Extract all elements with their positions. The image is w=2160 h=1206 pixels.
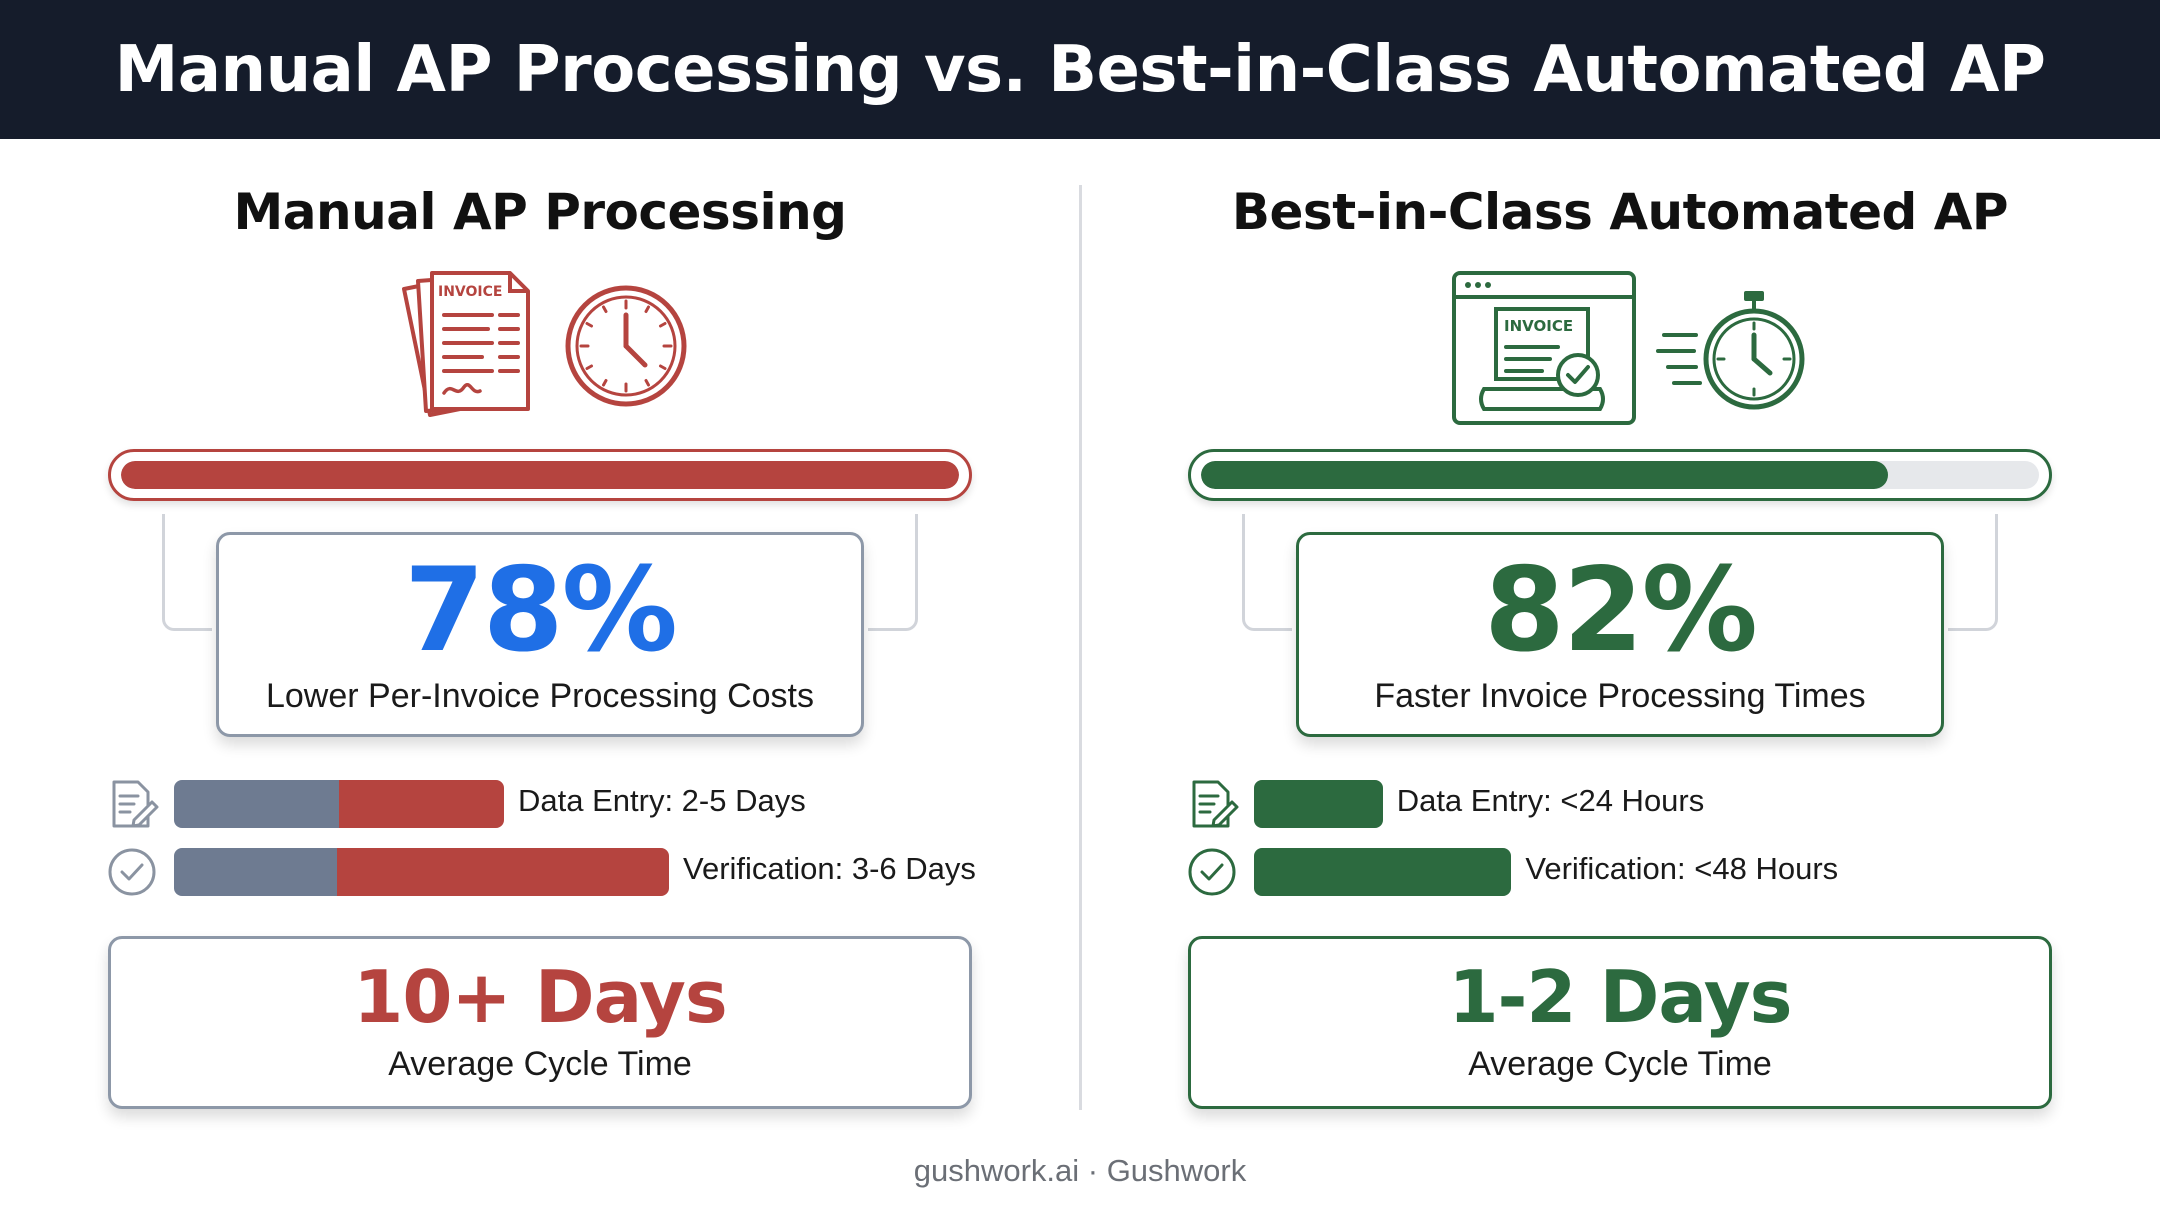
manual-stat-value: 78% [404, 543, 678, 678]
document-edit-icon [112, 780, 159, 828]
manual-progress-fill [121, 461, 959, 489]
automated-cycle-label: Average Cycle Time [1468, 1045, 1772, 1083]
manual-progress-track [121, 461, 959, 489]
automated-panel: Best-in-Class Automated AP INVOICE [1080, 139, 2160, 1139]
accent-segment [1254, 780, 1383, 828]
automated-verification-label: Verification: <48 Hours [1525, 851, 1839, 886]
svg-text:INVOICE: INVOICE [1504, 317, 1573, 335]
automated-data-entry-bar [1254, 780, 1383, 828]
accent-segment [339, 780, 504, 828]
accent-segment [337, 848, 669, 896]
footer-credit: gushwork.ai · Gushwork [913, 1153, 1247, 1188]
automated-stat-value: 82% [1484, 543, 1758, 678]
automated-heading: Best-in-Class Automated AP [1231, 183, 2009, 241]
invoice-stack-icon: INVOICE [402, 271, 530, 417]
automated-progress-track [1201, 461, 2039, 489]
automated-stat-card: 82% Faster Invoice Processing Times [1296, 532, 1944, 737]
automated-bracket-right [1948, 514, 1998, 631]
manual-data-entry-bar [174, 780, 504, 828]
manual-cycle-value: 10+ Days [353, 955, 728, 1039]
neutral-segment [174, 780, 339, 828]
check-circle-icon [108, 848, 156, 896]
automated-verification-bar [1254, 848, 1512, 896]
manual-bracket-left [162, 514, 212, 631]
neutral-segment [174, 848, 338, 896]
automated-progress-fill [1201, 461, 1889, 489]
browser-invoice-check-icon: INVOICE [1452, 271, 1636, 425]
manual-verification-label: Verification: 3-6 Days [683, 851, 976, 886]
manual-verification-bar [174, 848, 669, 896]
automated-step-verification: Verification: <48 Hours [1184, 844, 2134, 900]
svg-text:INVOICE: INVOICE [438, 284, 502, 300]
automated-hero-icons: INVOICE [1080, 259, 2160, 579]
accent-segment [1254, 848, 1512, 896]
manual-panel: Manual AP Processing INVOICE [0, 139, 1080, 1139]
automated-cycle-card: 1-2 Days Average Cycle Time [1188, 936, 2052, 1109]
manual-bracket-right [868, 514, 918, 631]
automated-progress-bar [1188, 449, 2052, 501]
fast-stopwatch-icon [1656, 291, 1805, 410]
document-edit-icon [1192, 780, 1239, 828]
clock-icon [565, 285, 687, 407]
manual-progress-bar [108, 449, 972, 501]
manual-cycle-card: 10+ Days Average Cycle Time [108, 936, 972, 1109]
manual-stat-label: Lower Per-Invoice Processing Costs [265, 677, 814, 715]
manual-hero-icons: INVOICE [0, 259, 1080, 579]
manual-step-data-entry: Data Entry: 2-5 Days [104, 776, 1054, 832]
automated-step-data-entry: Data Entry: <24 Hours [1184, 776, 2134, 832]
automated-stat-label: Faster Invoice Processing Times [1374, 677, 1866, 715]
manual-cycle-label: Average Cycle Time [388, 1045, 692, 1083]
check-circle-icon [1188, 848, 1236, 896]
manual-step-verification: Verification: 3-6 Days [104, 844, 1054, 900]
manual-heading: Manual AP Processing [233, 183, 847, 241]
automated-bracket-left [1242, 514, 1292, 631]
center-divider [1079, 185, 1082, 1110]
header-banner: Manual AP Processing vs. Best-in-Class A… [0, 0, 2160, 139]
manual-data-entry-label: Data Entry: 2-5 Days [518, 783, 806, 818]
automated-data-entry-label: Data Entry: <24 Hours [1396, 783, 1705, 818]
automated-cycle-value: 1-2 Days [1448, 955, 1792, 1039]
manual-stat-card: 78% Lower Per-Invoice Processing Costs [216, 532, 864, 737]
page-title: Manual AP Processing vs. Best-in-Class A… [114, 32, 2046, 107]
